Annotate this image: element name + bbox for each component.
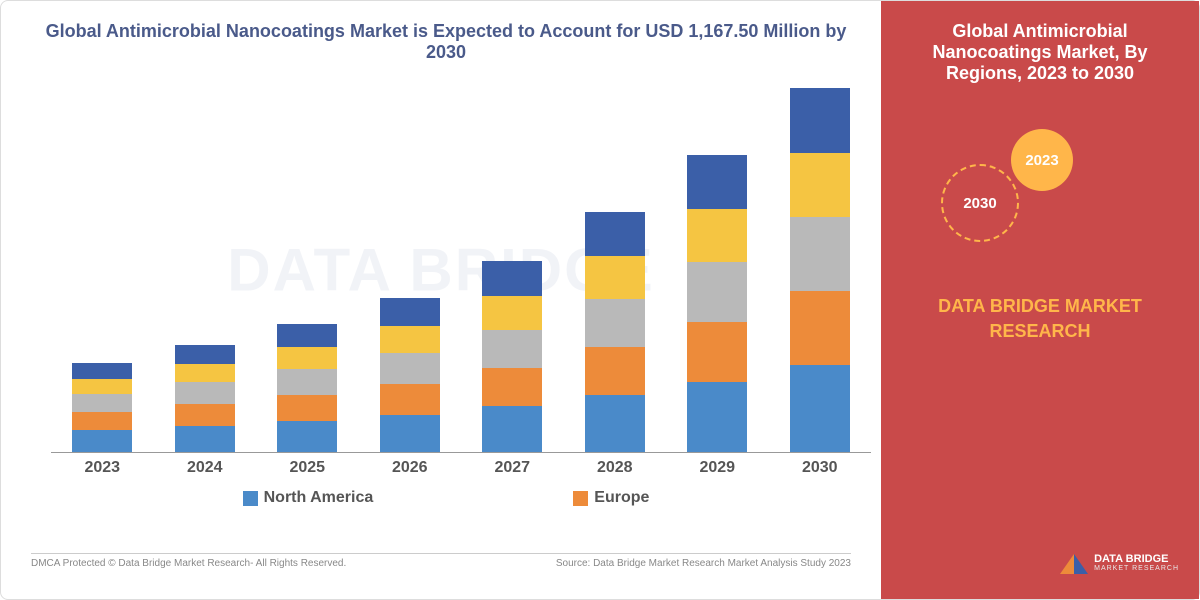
bar-segment	[790, 153, 850, 217]
x-axis-labels: 2023 2024 2025 2026 2027 2028 2029 2030	[51, 459, 871, 477]
bar-group	[380, 298, 440, 452]
bar-segment	[175, 345, 235, 364]
bar-segment	[790, 217, 850, 291]
bar-group	[687, 155, 747, 452]
bar-group	[72, 363, 132, 452]
bar-group	[790, 88, 850, 452]
bar-segment	[482, 296, 542, 330]
bar-segment	[585, 395, 645, 452]
logo-mark-icon	[1060, 552, 1088, 574]
bar-segment	[585, 299, 645, 347]
bar-segment	[687, 262, 747, 322]
chart-area	[51, 83, 871, 453]
footer: DMCA Protected © Data Bridge Market Rese…	[31, 553, 851, 569]
logo: DATA BRIDGE MARKET RESEARCH	[1060, 552, 1179, 574]
bar-segment	[72, 363, 132, 379]
bar-segment	[790, 88, 850, 153]
logo-main: DATA BRIDGE	[1094, 554, 1179, 565]
node-2023: 2023	[1011, 129, 1073, 191]
bar-group	[585, 212, 645, 452]
year-label: 2028	[585, 459, 645, 477]
chart-title: Global Antimicrobial Nanocoatings Market…	[31, 21, 861, 63]
bar-segment	[277, 347, 337, 369]
chart-baseline	[51, 452, 871, 453]
node-2030: 2030	[941, 164, 1019, 242]
year-label: 2030	[790, 459, 850, 477]
logo-text: DATA BRIDGE MARKET RESEARCH	[1094, 554, 1179, 572]
chart-legend: North America Europe	[31, 489, 861, 507]
brand-line2: RESEARCH	[901, 319, 1179, 344]
bar-segment	[482, 406, 542, 452]
bar-segment	[482, 368, 542, 406]
bar-segment	[585, 347, 645, 395]
bar-segment	[380, 384, 440, 415]
brand-line1: DATA BRIDGE MARKET	[901, 294, 1179, 319]
year-label: 2023	[72, 459, 132, 477]
bar-segment	[72, 379, 132, 394]
legend-swatch	[243, 491, 258, 506]
legend-item-europe: Europe	[573, 489, 649, 507]
year-label: 2024	[175, 459, 235, 477]
bar-segment	[277, 324, 337, 347]
legend-item-north-america: North America	[243, 489, 374, 507]
year-label: 2029	[687, 459, 747, 477]
legend-label: North America	[264, 489, 374, 507]
legend-label: Europe	[594, 489, 649, 507]
bar-segment	[687, 209, 747, 262]
year-nodes: 2023 2030	[901, 124, 1179, 254]
bar-segment	[380, 298, 440, 326]
bar-segment	[790, 365, 850, 452]
bar-segment	[175, 404, 235, 426]
bar-segment	[790, 291, 850, 365]
bar-segment	[175, 364, 235, 382]
bar-group	[175, 345, 235, 452]
year-label: 2027	[482, 459, 542, 477]
bar-segment	[482, 261, 542, 296]
legend-swatch	[573, 491, 588, 506]
bar-segment	[72, 412, 132, 430]
bar-segment	[277, 395, 337, 421]
year-label: 2025	[277, 459, 337, 477]
footer-left: DMCA Protected © Data Bridge Market Rese…	[31, 558, 346, 569]
bar-segment	[687, 322, 747, 382]
bar-segment	[585, 256, 645, 299]
bar-segment	[380, 353, 440, 384]
bar-segment	[72, 430, 132, 452]
bar-segment	[277, 421, 337, 452]
bars-row	[51, 82, 871, 452]
brand-text: DATA BRIDGE MARKET RESEARCH	[901, 294, 1179, 344]
bar-segment	[482, 330, 542, 368]
bar-segment	[380, 326, 440, 353]
bar-segment	[380, 415, 440, 452]
bar-segment	[687, 155, 747, 209]
bar-group	[277, 324, 337, 452]
bar-segment	[277, 369, 337, 395]
year-label: 2026	[380, 459, 440, 477]
logo-sub: MARKET RESEARCH	[1094, 565, 1179, 572]
right-title: Global Antimicrobial Nanocoatings Market…	[901, 21, 1179, 84]
right-panel: Global Antimicrobial Nanocoatings Market…	[881, 1, 1199, 599]
bar-segment	[175, 382, 235, 404]
bar-group	[482, 261, 542, 452]
footer-right: Source: Data Bridge Market Research Mark…	[556, 558, 851, 569]
bar-segment	[72, 394, 132, 412]
bar-segment	[175, 426, 235, 452]
bar-segment	[585, 212, 645, 256]
bar-segment	[687, 382, 747, 452]
